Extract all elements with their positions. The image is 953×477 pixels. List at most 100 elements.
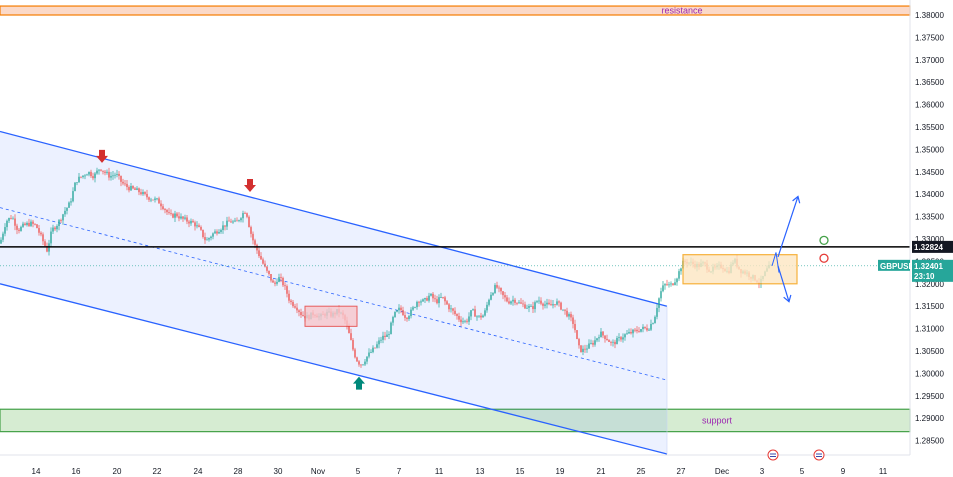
candle-body: [574, 323, 576, 331]
x-tick-label: 9: [841, 467, 846, 476]
candle-body: [40, 232, 42, 235]
candle-body: [424, 298, 426, 300]
candle-body: [530, 306, 532, 307]
candle-body: [442, 297, 444, 298]
candle-body: [528, 306, 530, 308]
symbol-text: GBPUSD: [880, 262, 914, 271]
projection-down-arrow-head: [783, 294, 792, 303]
x-tick-label: 27: [677, 467, 686, 476]
candle-body: [162, 206, 164, 210]
candle-body: [360, 364, 362, 366]
candle-body: [34, 223, 36, 225]
channel-mid-line: [0, 207, 668, 381]
candle-body: [270, 274, 272, 281]
candle-body: [362, 364, 364, 366]
candle-body: [302, 315, 304, 317]
candle-body: [226, 220, 228, 227]
candle-body: [630, 331, 632, 334]
candle-body: [72, 191, 74, 202]
x-tick-label: 16: [72, 467, 81, 476]
candle-body: [356, 357, 358, 362]
candle-body: [428, 295, 430, 301]
candle-body: [506, 297, 508, 302]
candle-body: [114, 174, 116, 176]
candle-body: [68, 202, 70, 208]
candle-body: [462, 321, 464, 323]
candle-body: [570, 314, 572, 318]
candle-body: [482, 315, 484, 318]
candle-body: [552, 304, 554, 306]
channel-upper-line: [0, 130, 668, 307]
candle-body: [640, 329, 642, 332]
candle-body: [158, 198, 160, 204]
candle-body: [276, 281, 278, 284]
candle-body: [78, 176, 80, 183]
red-consolidation-box: [304, 305, 358, 327]
candle-body: [636, 329, 638, 332]
candle-body: [584, 348, 586, 350]
candle-body: [564, 309, 566, 311]
candle-body: [202, 229, 204, 238]
candle-body: [628, 331, 630, 334]
candle-body: [12, 218, 14, 220]
candle-body: [594, 340, 596, 345]
y-tick-label: 1.28500: [915, 437, 944, 446]
candle-body: [566, 310, 568, 317]
candle-body: [298, 310, 300, 313]
candle-body: [246, 213, 248, 217]
candle-body: [232, 221, 234, 223]
candle-body: [380, 339, 382, 341]
candle-body: [112, 175, 114, 177]
candle-body: [622, 337, 624, 340]
candle-body: [178, 216, 180, 219]
candle-body: [208, 238, 210, 240]
candle-body: [452, 308, 454, 311]
candle-body: [374, 347, 376, 349]
candle-body: [166, 209, 168, 213]
candle-body: [638, 331, 640, 332]
y-tick-label: 1.29500: [915, 392, 944, 401]
candle-body: [66, 207, 68, 211]
candle-body: [118, 173, 120, 176]
candle-body: [662, 285, 664, 292]
x-tick-label: 22: [153, 467, 162, 476]
candle-body: [294, 306, 296, 308]
candle-body: [90, 171, 92, 177]
candle-body: [94, 173, 96, 179]
candle-body: [642, 326, 644, 330]
candle-body: [180, 216, 182, 219]
candle-body: [658, 298, 660, 308]
candle-body: [32, 221, 34, 224]
candle-body: [218, 231, 220, 234]
candle-body: [650, 323, 652, 330]
candle-body: [228, 220, 230, 222]
candle-body: [292, 301, 294, 307]
candle-body: [620, 337, 622, 340]
news-flag-icon: [813, 449, 825, 461]
candle-body: [518, 302, 520, 304]
candle-body: [414, 307, 416, 308]
candle-body: [588, 343, 590, 349]
x-tick-label: 30: [274, 467, 283, 476]
candle-body: [84, 175, 86, 177]
candle-body: [266, 266, 268, 271]
candle-body: [416, 301, 418, 308]
candle-body: [426, 298, 428, 301]
candle-body: [398, 307, 400, 311]
last-price-tag: [912, 259, 953, 282]
candle-body: [142, 192, 144, 195]
candle-body: [672, 283, 674, 285]
candle-body: [646, 328, 648, 331]
candle-body: [458, 315, 460, 320]
candle-body: [268, 270, 270, 275]
y-tick-label: 1.33000: [915, 235, 944, 244]
candle-body: [238, 220, 240, 222]
candle-body: [648, 329, 650, 331]
y-tick-label: 1.34500: [915, 168, 944, 177]
candle-body: [184, 217, 186, 219]
y-tick-label: 1.38000: [915, 11, 944, 20]
level-price-tag: [912, 240, 953, 253]
candle-body: [192, 220, 194, 223]
candle-body: [606, 338, 608, 341]
